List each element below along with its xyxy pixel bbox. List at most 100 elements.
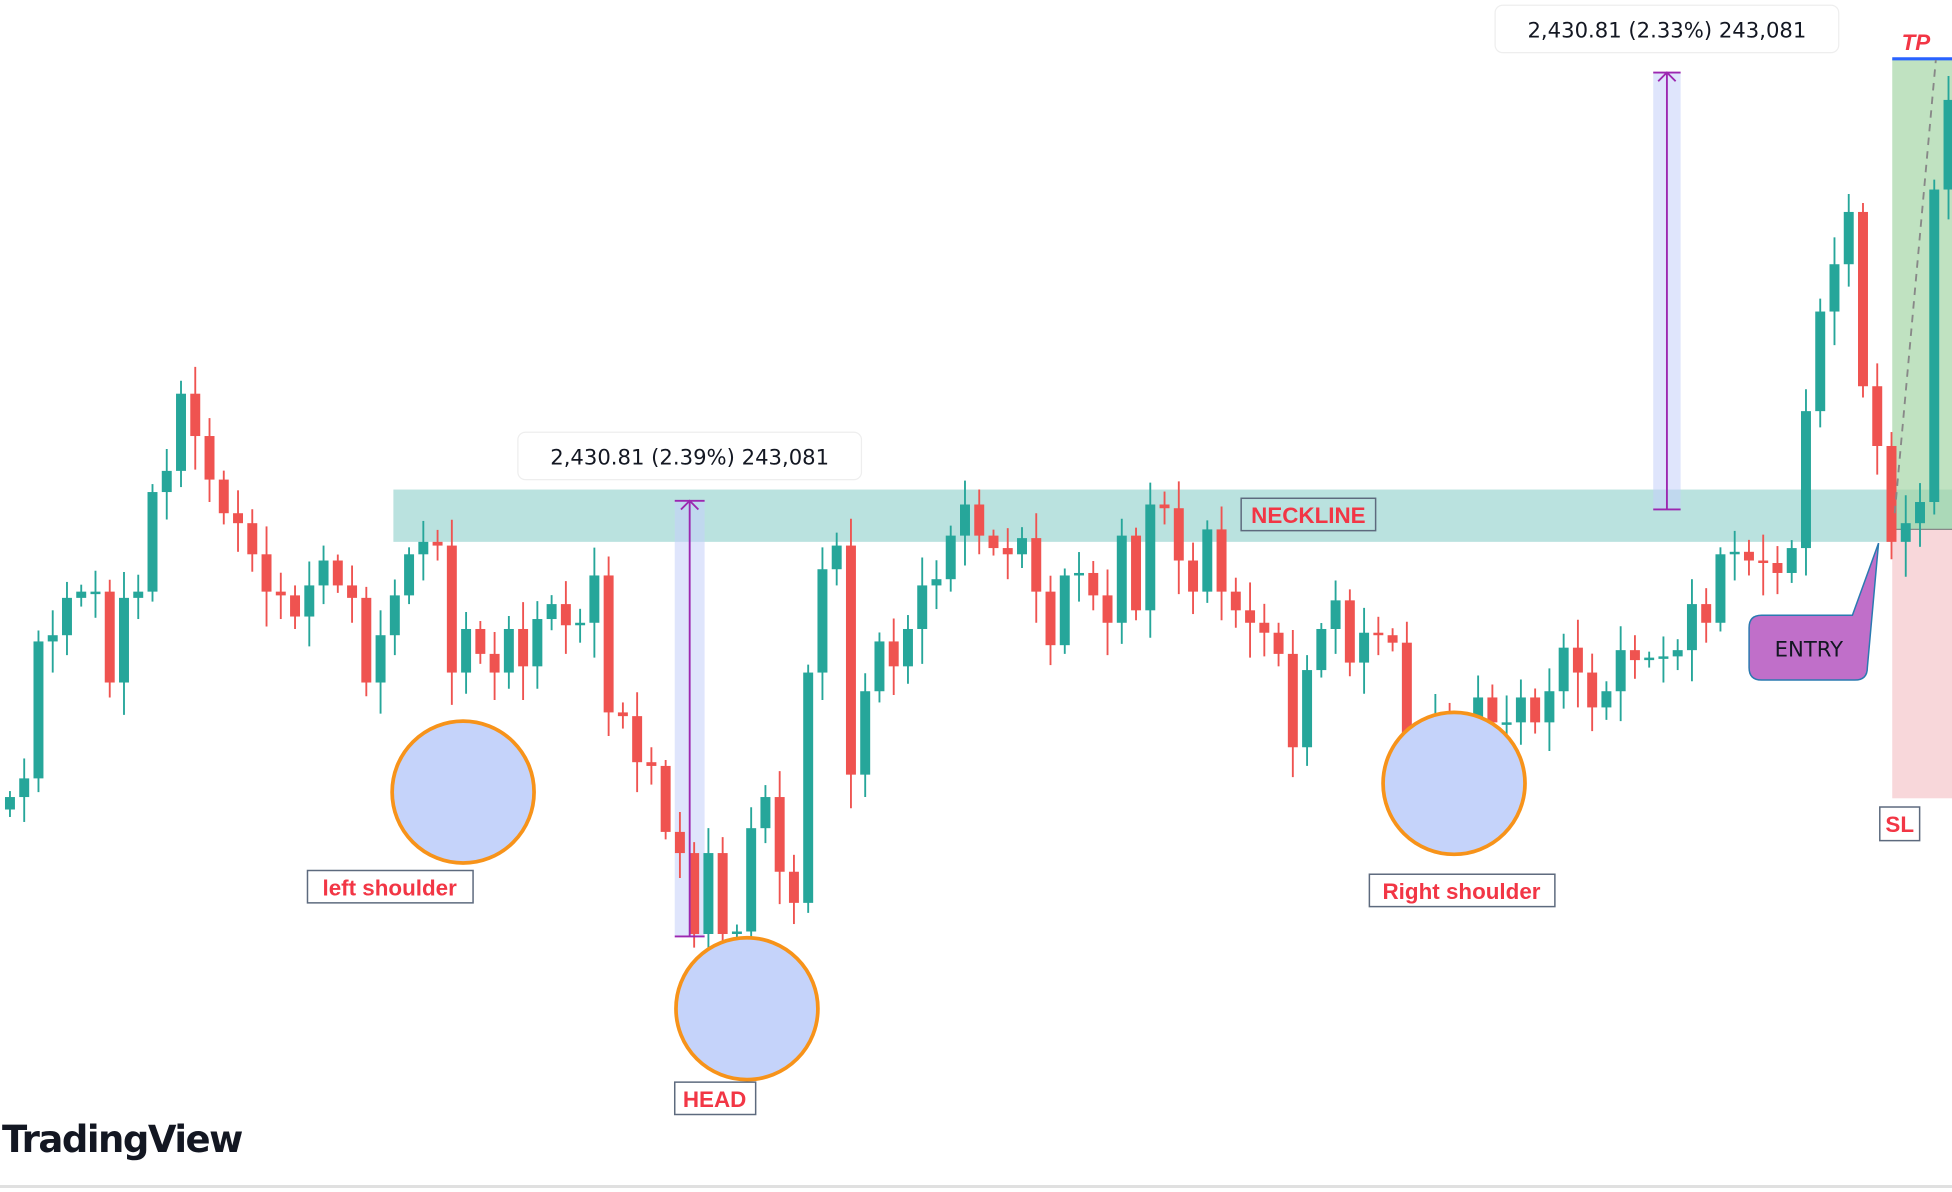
- candle[interactable]: [1273, 622, 1284, 667]
- candle[interactable]: [1316, 623, 1327, 678]
- left-shoulder-label[interactable]: left shoulder: [306, 869, 474, 904]
- candle[interactable]: [61, 581, 72, 656]
- candle[interactable]: [874, 632, 885, 703]
- measure-arrow-1[interactable]: [674, 499, 705, 938]
- candle[interactable]: [1159, 491, 1170, 525]
- candle[interactable]: [1230, 577, 1241, 628]
- candle[interactable]: [1145, 482, 1156, 638]
- candle[interactable]: [318, 545, 329, 605]
- candle[interactable]: [1800, 389, 1811, 576]
- candle[interactable]: [375, 610, 386, 714]
- measure-arrow-2[interactable]: [1653, 71, 1681, 511]
- candle[interactable]: [1558, 633, 1569, 709]
- candle[interactable]: [204, 418, 215, 503]
- head-label[interactable]: HEAD: [673, 1081, 757, 1116]
- candle[interactable]: [660, 759, 671, 840]
- candle[interactable]: [404, 547, 415, 605]
- candle[interactable]: [1629, 635, 1640, 679]
- candle[interactable]: [1202, 520, 1213, 603]
- candle[interactable]: [176, 380, 186, 488]
- candle[interactable]: [104, 579, 115, 698]
- candle[interactable]: [147, 484, 158, 602]
- candle[interactable]: [389, 579, 400, 656]
- candle[interactable]: [475, 621, 486, 664]
- neckline-zone[interactable]: [393, 489, 1952, 542]
- candle[interactable]: [1330, 580, 1341, 654]
- candle[interactable]: [133, 574, 144, 620]
- candle[interactable]: [19, 758, 30, 822]
- candle[interactable]: [589, 547, 600, 658]
- candle[interactable]: [1088, 561, 1099, 611]
- candle[interactable]: [960, 480, 970, 566]
- candle[interactable]: [1002, 528, 1013, 580]
- candle[interactable]: [1031, 513, 1042, 623]
- candle[interactable]: [361, 586, 372, 697]
- candle[interactable]: [817, 547, 828, 700]
- candle[interactable]: [917, 557, 928, 664]
- candle[interactable]: [1615, 626, 1626, 722]
- candle[interactable]: [1644, 651, 1655, 668]
- candle[interactable]: [432, 529, 443, 561]
- candle[interactable]: [1116, 518, 1127, 644]
- profit-zone[interactable]: [1892, 58, 1952, 530]
- candle[interactable]: [1872, 363, 1883, 475]
- candle[interactable]: [1715, 547, 1726, 632]
- candle[interactable]: [275, 572, 286, 620]
- candle[interactable]: [1658, 636, 1669, 683]
- candle[interactable]: [560, 581, 571, 654]
- candle[interactable]: [489, 631, 500, 700]
- candle[interactable]: [1102, 569, 1113, 656]
- candle[interactable]: [1829, 237, 1840, 346]
- candle[interactable]: [760, 785, 771, 844]
- candle[interactable]: [974, 489, 985, 555]
- head-circle[interactable]: [674, 935, 820, 1082]
- candle[interactable]: [304, 561, 315, 647]
- candle[interactable]: [1544, 668, 1555, 751]
- candle[interactable]: [119, 571, 129, 715]
- candle[interactable]: [4, 791, 15, 817]
- candle[interactable]: [788, 854, 799, 925]
- loss-zone[interactable]: [1892, 529, 1952, 799]
- candle[interactable]: [674, 811, 685, 878]
- candle[interactable]: [418, 520, 429, 581]
- candle[interactable]: [1815, 298, 1826, 428]
- candle[interactable]: [945, 525, 956, 592]
- candle[interactable]: [1686, 579, 1697, 682]
- candle[interactable]: [603, 556, 614, 737]
- candle[interactable]: [1259, 603, 1270, 657]
- candle[interactable]: [1758, 534, 1769, 596]
- candle[interactable]: [1843, 194, 1854, 287]
- candle[interactable]: [1743, 539, 1754, 576]
- candle[interactable]: [90, 570, 101, 618]
- candle[interactable]: [689, 842, 700, 948]
- candle[interactable]: [446, 519, 457, 705]
- candle[interactable]: [47, 610, 58, 673]
- candle[interactable]: [261, 526, 272, 627]
- candle[interactable]: [988, 529, 999, 556]
- candle[interactable]: [518, 602, 529, 700]
- candle[interactable]: [1216, 506, 1227, 621]
- candle[interactable]: [1929, 179, 1940, 515]
- candle[interactable]: [717, 837, 728, 954]
- candle[interactable]: [33, 630, 44, 793]
- candle[interactable]: [1188, 542, 1199, 615]
- candle[interactable]: [831, 532, 842, 586]
- candle[interactable]: [1672, 639, 1683, 671]
- candle[interactable]: [774, 771, 785, 905]
- candle[interactable]: [646, 747, 657, 785]
- candle[interactable]: [632, 692, 643, 793]
- candle[interactable]: [290, 585, 301, 629]
- candle[interactable]: [1059, 568, 1070, 654]
- candle[interactable]: [161, 448, 172, 520]
- candle[interactable]: [1858, 202, 1868, 398]
- candle[interactable]: [461, 612, 472, 694]
- candle[interactable]: [1886, 432, 1897, 560]
- candle[interactable]: [1017, 527, 1027, 568]
- candle[interactable]: [1302, 655, 1313, 766]
- candle[interactable]: [76, 584, 87, 607]
- candle[interactable]: [1173, 481, 1184, 595]
- candle[interactable]: [1701, 588, 1712, 643]
- candle[interactable]: [1045, 575, 1056, 666]
- candle[interactable]: [1601, 681, 1612, 720]
